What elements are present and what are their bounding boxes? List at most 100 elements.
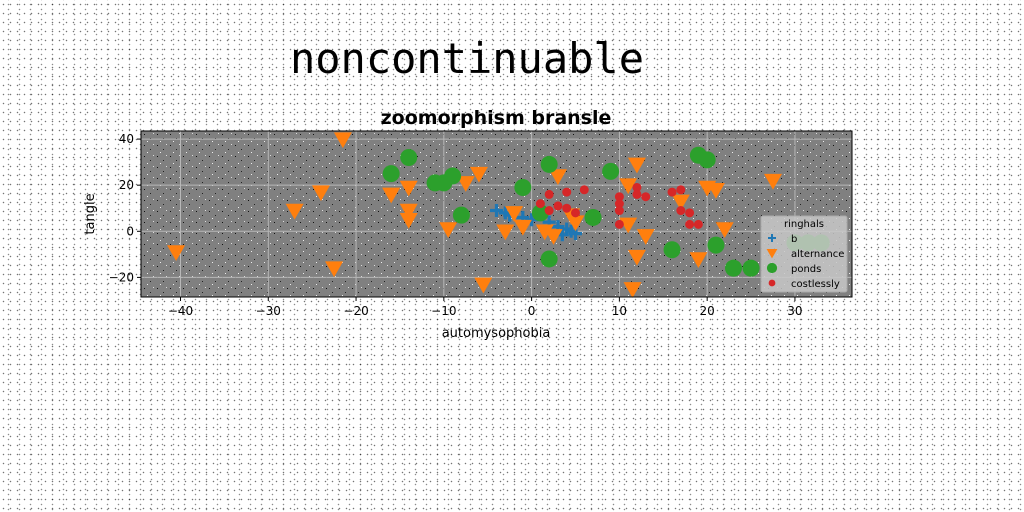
series-alternance bbox=[167, 132, 782, 298]
point-alternance bbox=[619, 178, 638, 195]
x-tick-label: 10 bbox=[612, 304, 627, 318]
legend-label-alternance: alternance bbox=[791, 249, 844, 260]
point-alternance bbox=[627, 249, 646, 266]
point-ponds bbox=[540, 155, 558, 173]
point-alternance bbox=[505, 206, 524, 222]
point-ponds bbox=[663, 241, 681, 259]
point-costlessly bbox=[685, 208, 695, 218]
point-alternance bbox=[333, 132, 352, 149]
x-tick-label: 20 bbox=[700, 304, 715, 318]
point-ponds bbox=[707, 236, 725, 254]
data-marks bbox=[167, 132, 830, 298]
point-alternance bbox=[399, 213, 418, 229]
point-alternance bbox=[764, 173, 782, 190]
point-ponds bbox=[584, 208, 602, 226]
point-costlessly bbox=[571, 208, 580, 218]
point-ponds bbox=[602, 162, 620, 180]
point-costlessly bbox=[544, 206, 554, 216]
point-costlessly bbox=[676, 185, 686, 195]
legend-label-ponds: ponds bbox=[791, 264, 821, 275]
point-alternance bbox=[311, 185, 330, 202]
point-costlessly bbox=[614, 219, 624, 229]
y-tick-label: 0 bbox=[126, 224, 134, 238]
figure-suptitle: noncontinuable bbox=[289, 34, 644, 83]
point-costlessly bbox=[562, 203, 572, 213]
point-ponds bbox=[400, 149, 418, 167]
point-ponds bbox=[514, 178, 532, 196]
point-alternance bbox=[496, 224, 515, 241]
point-alternance bbox=[623, 282, 642, 298]
point-costlessly bbox=[641, 192, 651, 202]
point-costlessly bbox=[535, 199, 545, 209]
point-alternance bbox=[566, 215, 585, 232]
x-axis-label: automysophobia bbox=[442, 326, 551, 341]
point-b bbox=[490, 204, 503, 218]
legend-label-b: b bbox=[791, 234, 797, 245]
point-ponds bbox=[742, 259, 760, 277]
point-costlessly bbox=[614, 206, 624, 216]
point-alternance bbox=[544, 229, 563, 245]
point-ponds bbox=[540, 250, 558, 268]
x-tick-label: −30 bbox=[256, 304, 281, 318]
legend-items: b alternance ponds costlessly bbox=[766, 234, 844, 290]
legend-marker-alternance bbox=[766, 248, 778, 259]
point-costlessly bbox=[614, 199, 624, 209]
point-costlessly bbox=[562, 187, 572, 197]
point-alternance bbox=[636, 229, 655, 245]
legend-marker-costlessly bbox=[768, 279, 776, 287]
point-alternance bbox=[627, 157, 646, 174]
point-alternance bbox=[469, 166, 488, 183]
point-costlessly bbox=[685, 219, 695, 229]
point-costlessly bbox=[693, 219, 703, 229]
point-alternance bbox=[513, 219, 532, 236]
point-ponds bbox=[382, 165, 400, 183]
point-alternance bbox=[456, 176, 475, 192]
series-costlessly bbox=[535, 182, 703, 229]
point-alternance bbox=[548, 169, 567, 185]
point-costlessly bbox=[553, 201, 563, 211]
point-alternance bbox=[715, 222, 734, 238]
axis-ticks: −40 −30 −20 −10 0 10 20 30 −20 0 20 40 bbox=[109, 132, 803, 318]
y-tick-label: 20 bbox=[119, 178, 134, 192]
point-alternance bbox=[619, 217, 638, 234]
point-ponds bbox=[444, 167, 462, 185]
point-alternance bbox=[689, 252, 708, 268]
legend: ringhals b alternance ponds costlessly bbox=[760, 215, 848, 293]
point-alternance bbox=[671, 194, 690, 211]
x-tick-label: −40 bbox=[168, 304, 193, 318]
point-ponds bbox=[698, 151, 716, 169]
point-alternance bbox=[285, 203, 304, 220]
point-ponds bbox=[531, 204, 549, 222]
point-costlessly bbox=[667, 187, 677, 197]
point-alternance bbox=[325, 261, 344, 278]
y-tick-label: −20 bbox=[109, 270, 134, 284]
y-tick-label: 40 bbox=[119, 132, 134, 146]
point-costlessly bbox=[632, 189, 642, 199]
legend-title: ringhals bbox=[784, 219, 824, 230]
point-alternance bbox=[439, 222, 458, 238]
point-costlessly bbox=[579, 185, 589, 195]
point-costlessly bbox=[614, 192, 624, 202]
point-alternance bbox=[399, 203, 418, 220]
point-costlessly bbox=[632, 182, 642, 192]
plot-frame bbox=[140, 130, 853, 298]
legend-marker-b bbox=[768, 234, 776, 242]
point-alternance bbox=[535, 224, 554, 241]
point-costlessly bbox=[676, 206, 686, 216]
point-costlessly bbox=[544, 189, 554, 199]
x-tick-label: −10 bbox=[431, 304, 456, 318]
legend-label-costlessly: costlessly bbox=[791, 279, 840, 290]
y-axis-label: tangle bbox=[83, 193, 98, 234]
legend-box bbox=[760, 215, 848, 293]
x-tick-label: −20 bbox=[343, 304, 368, 318]
legend-marker-ponds bbox=[766, 262, 778, 274]
point-alternance bbox=[474, 277, 493, 294]
x-tick-label: 30 bbox=[787, 304, 802, 318]
point-alternance bbox=[167, 245, 186, 262]
point-alternance bbox=[382, 187, 401, 204]
point-alternance bbox=[399, 180, 418, 197]
chart-title: zoomorphism bransle bbox=[381, 107, 612, 129]
x-tick-label: 0 bbox=[528, 304, 536, 318]
point-ponds bbox=[725, 259, 742, 277]
